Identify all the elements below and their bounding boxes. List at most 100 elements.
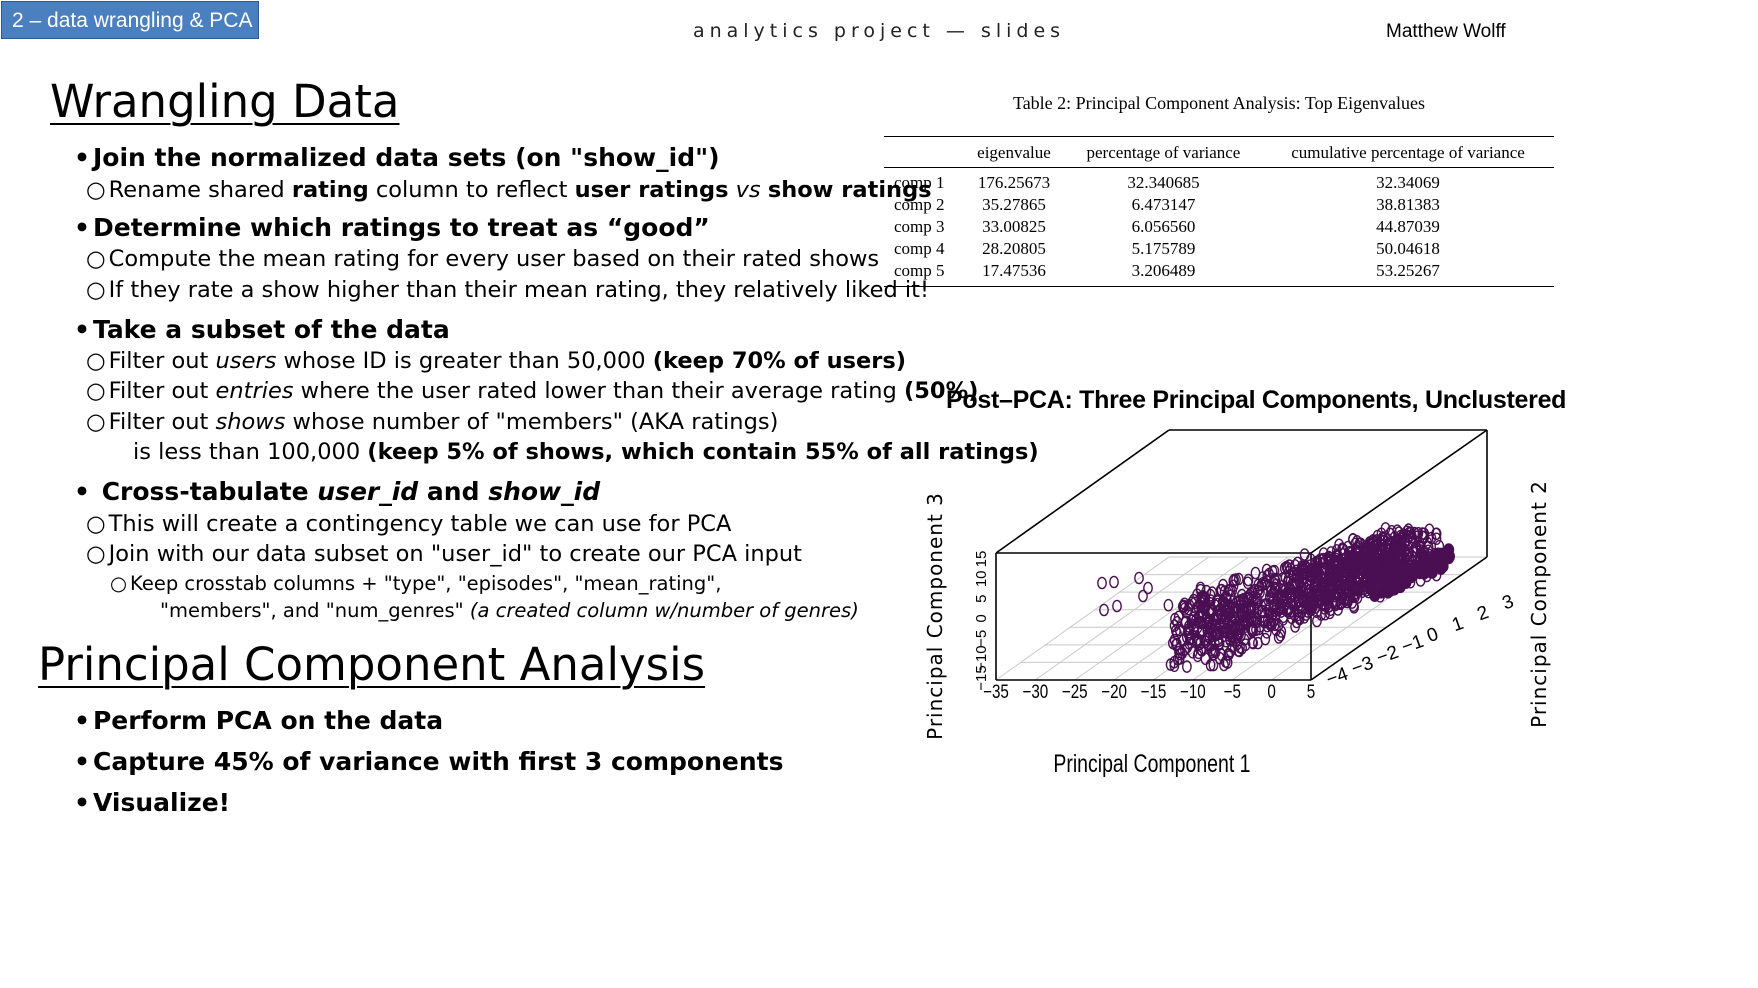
sub-bullet-rename: ○ Rename shared rating column to reflect … — [86, 177, 932, 203]
data-point — [1325, 589, 1335, 603]
data-point — [1229, 573, 1239, 587]
wrangling-title: Wrangling Data — [50, 75, 400, 128]
data-point — [1409, 526, 1420, 540]
data-point — [1195, 581, 1206, 595]
data-point — [1370, 539, 1381, 552]
z-tick-label: 5 — [973, 594, 990, 602]
y-tick-label: 3 — [1500, 591, 1517, 614]
data-point — [1213, 632, 1223, 646]
bullet-subset: • Take a subset of the data — [74, 315, 450, 344]
box-edge — [995, 429, 1170, 554]
table-row: comp 1 176.25673 32.340685 32.34069 — [884, 168, 1554, 195]
sub-bullet-mean: ○ Compute the mean rating for every user … — [86, 246, 880, 272]
table-cell: 33.00825 — [982, 217, 1046, 236]
y-tick-label: 1 — [1449, 613, 1466, 636]
data-point — [1256, 599, 1266, 612]
data-point — [1285, 562, 1296, 576]
data-point — [1163, 598, 1174, 612]
y-tick-label: 0 — [1424, 624, 1441, 647]
data-point — [1269, 598, 1280, 611]
data-point — [1350, 556, 1361, 570]
data-point — [1278, 612, 1289, 626]
data-point — [1413, 565, 1425, 579]
data-point — [1415, 541, 1426, 555]
table-cell: 6.473147 — [1131, 195, 1196, 214]
data-point — [1311, 614, 1322, 628]
data-point — [1350, 590, 1360, 604]
x-tick-label: −15 — [1141, 680, 1167, 702]
data-point — [1222, 593, 1232, 606]
x-tick-label: −20 — [1101, 680, 1127, 702]
data-point — [1297, 593, 1308, 607]
y-axis-label: Principal Component 2 — [1527, 480, 1551, 728]
data-point — [1296, 585, 1307, 599]
table-cell: 5.175789 — [1131, 239, 1196, 258]
sub-bullet-filter-users: ○ Filter out users whose ID is greater th… — [86, 348, 907, 374]
data-point — [1400, 574, 1411, 588]
data-point — [1273, 631, 1284, 644]
table-header-row: eigenvalue percentage of variance cumula… — [884, 136, 1554, 168]
data-point — [1208, 658, 1219, 672]
data-point — [1205, 658, 1216, 672]
data-point — [1348, 599, 1359, 612]
plot-title: Post–PCA: Three Principal Components, Un… — [946, 386, 1567, 414]
z-tick-label: 10 — [973, 570, 990, 587]
table-cell: comp 3 — [894, 217, 945, 236]
data-point — [1174, 645, 1184, 659]
data-point — [1251, 623, 1261, 637]
table-cell: comp 4 — [894, 239, 945, 258]
table-cell: 38.81383 — [1376, 195, 1440, 214]
x-tick-label: −5 — [1224, 680, 1241, 702]
table-header-cell: eigenvalue — [963, 136, 1065, 168]
grid-line — [1035, 556, 1210, 681]
y-tick-label: −1 — [1399, 631, 1427, 658]
table-row: comp 3 33.00825 6.056560 44.87039 — [884, 216, 1554, 238]
data-point — [1337, 569, 1348, 582]
data-point — [1220, 655, 1231, 668]
data-point — [1198, 607, 1209, 621]
data-point — [1306, 589, 1317, 603]
data-point — [1143, 581, 1153, 595]
data-point — [1170, 624, 1181, 638]
data-point — [1235, 622, 1245, 636]
table-header-cell: cumulative percentage of variance — [1262, 136, 1554, 168]
data-point — [1251, 597, 1261, 610]
sub-bullet-filter-shows-cont: is less than 100,000 (keep 5% of shows, … — [133, 439, 1039, 465]
data-point — [1355, 537, 1366, 551]
data-point — [1203, 638, 1213, 652]
table-cell: comp 5 — [894, 261, 945, 280]
bullet-good-ratings: • Determine which ratings to treat as “go… — [74, 213, 710, 242]
deck-title: analytics project — slides — [692, 20, 1066, 42]
table-cell: 53.25267 — [1376, 261, 1440, 280]
box-edge — [1310, 556, 1488, 681]
data-point — [1220, 625, 1231, 639]
data-point — [1171, 637, 1182, 651]
data-point — [1393, 562, 1405, 576]
data-point — [1253, 578, 1264, 592]
data-point — [1271, 623, 1282, 637]
data-point — [1299, 560, 1310, 574]
data-point — [1343, 579, 1354, 592]
grid-line — [1074, 556, 1249, 681]
data-point — [1297, 601, 1308, 615]
eigenvalue-table: eigenvalue percentage of variance cumula… — [884, 136, 1554, 287]
data-point — [1324, 599, 1335, 613]
data-point — [1322, 583, 1333, 596]
y-tick-label: −2 — [1374, 642, 1402, 669]
data-point — [1183, 602, 1194, 616]
sub-bullet-filter-entries: ○ Filter out entries where the user rated… — [86, 378, 979, 404]
data-point — [1362, 557, 1373, 570]
x-tick-label: −25 — [1062, 680, 1088, 702]
table-caption: Table 2: Principal Component Analysis: T… — [1012, 93, 1426, 113]
data-point — [1431, 532, 1442, 546]
data-point — [1252, 636, 1263, 650]
axis-ticks: −35 −30 −25 −20 −15 −10 −5 0 5−4−3−2−10 1 2 3−15−10… — [973, 551, 1517, 703]
table-cell: comp 1 — [894, 173, 945, 192]
data-point — [1310, 601, 1321, 614]
x-tick-label: 5 — [1307, 680, 1315, 702]
data-point — [1201, 584, 1212, 598]
data-point — [1230, 624, 1241, 637]
author-name: Matthew Wolff — [1386, 21, 1506, 42]
x-tick-label: −35 — [983, 680, 1009, 702]
data-point — [1426, 565, 1438, 579]
